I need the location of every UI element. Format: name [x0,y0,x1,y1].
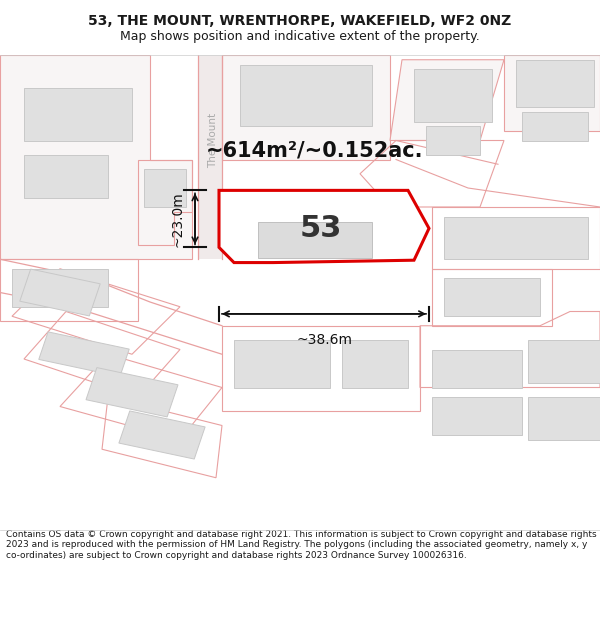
Text: 53: 53 [300,214,342,243]
Polygon shape [144,169,186,207]
Polygon shape [20,269,100,316]
Text: ~38.6m: ~38.6m [296,333,352,347]
Polygon shape [240,64,372,126]
Polygon shape [258,222,372,258]
Polygon shape [219,191,429,262]
Polygon shape [444,278,540,316]
Text: Map shows position and indicative extent of the property.: Map shows position and indicative extent… [120,30,480,43]
Polygon shape [12,269,108,307]
Polygon shape [444,216,588,259]
Polygon shape [24,155,108,198]
Text: The Mount: The Mount [208,113,218,168]
Polygon shape [342,340,408,388]
Polygon shape [119,411,205,459]
Polygon shape [198,55,222,259]
Polygon shape [432,349,522,388]
Text: ~23.0m: ~23.0m [170,191,184,247]
Polygon shape [414,69,492,121]
Polygon shape [24,88,132,141]
Polygon shape [504,55,600,131]
Polygon shape [522,112,588,141]
Polygon shape [528,340,600,382]
Polygon shape [39,332,129,377]
Text: ~614m²/~0.152ac.: ~614m²/~0.152ac. [206,140,424,160]
Polygon shape [528,397,600,440]
Polygon shape [222,55,390,159]
Text: 53, THE MOUNT, WRENTHORPE, WAKEFIELD, WF2 0NZ: 53, THE MOUNT, WRENTHORPE, WAKEFIELD, WF… [88,14,512,28]
Polygon shape [426,126,480,155]
Polygon shape [516,60,594,108]
Polygon shape [432,397,522,435]
Polygon shape [390,60,504,141]
Text: Contains OS data © Crown copyright and database right 2021. This information is : Contains OS data © Crown copyright and d… [6,530,596,560]
Polygon shape [0,55,192,259]
Polygon shape [86,368,178,417]
Polygon shape [234,340,330,388]
